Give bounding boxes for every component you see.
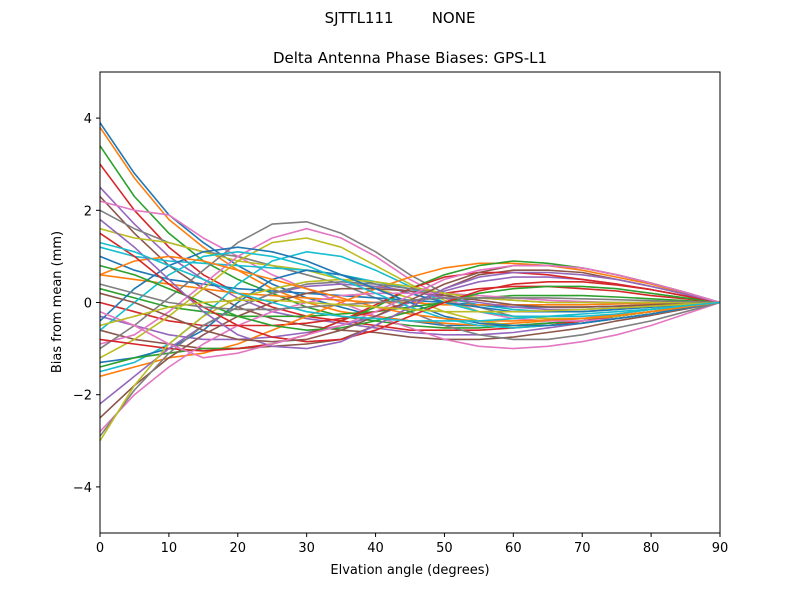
series-line xyxy=(99,283,721,311)
chart-title: Delta Antenna Phase Biases: GPS-L1 xyxy=(273,49,547,67)
series-line xyxy=(99,200,721,350)
x-tick-label: 80 xyxy=(643,541,660,556)
series-line xyxy=(99,255,721,322)
y-tick-label: −4 xyxy=(73,481,92,496)
series-line xyxy=(99,287,721,419)
x-tick-label: 20 xyxy=(230,541,247,556)
series-line xyxy=(99,299,721,327)
series-line xyxy=(99,241,721,322)
y-axis-label: Bias from mean (mm) xyxy=(50,231,65,373)
series-line xyxy=(99,218,721,350)
x-tick-label: 60 xyxy=(505,541,522,556)
x-axis-label: Elvation angle (degrees) xyxy=(330,563,489,578)
y-tick-label: 0 xyxy=(84,297,92,312)
x-tick-label: 90 xyxy=(712,541,729,556)
y-tick-label: −2 xyxy=(73,389,92,404)
x-tick-label: 70 xyxy=(574,541,591,556)
x-tick-label: 50 xyxy=(436,541,453,556)
x-tick-label: 40 xyxy=(367,541,384,556)
y-tick-label: 4 xyxy=(84,112,92,127)
series-line xyxy=(99,264,721,359)
x-tick-label: 10 xyxy=(161,541,178,556)
series-line xyxy=(99,278,720,442)
x-tick-label: 0 xyxy=(96,541,104,556)
figure-suptitle: SJTTL111 NONE xyxy=(324,9,476,27)
x-axis: 0 10 20 30 40 50 60 70 80 90 xyxy=(96,533,728,556)
series-lines xyxy=(99,122,721,442)
series-line xyxy=(99,237,721,359)
series-line xyxy=(99,262,721,378)
y-tick-label: 2 xyxy=(84,204,92,219)
x-tick-label: 30 xyxy=(298,541,315,556)
y-axis: −4 −2 0 2 4 xyxy=(73,112,100,496)
series-line xyxy=(99,246,721,327)
